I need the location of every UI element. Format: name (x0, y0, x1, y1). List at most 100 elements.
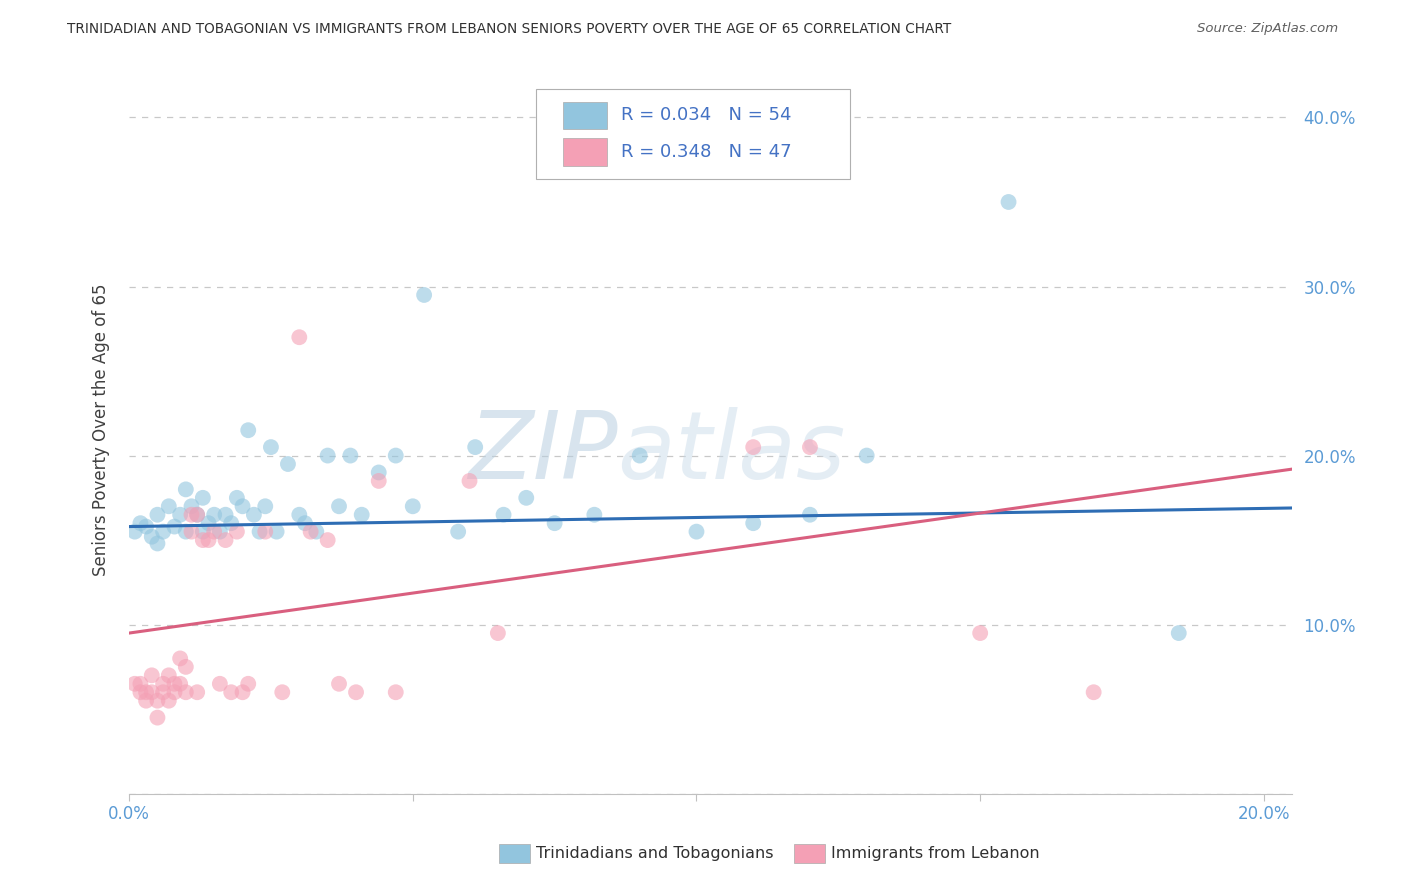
Point (515, 491, 537, 505)
Point (180, 500, 202, 514)
Point (464, 440, 486, 454)
Point (225, 524, 247, 539)
Point (855, 449, 877, 463)
Point (413, 288, 436, 302)
Point (135, 519, 157, 533)
Point (174, 660, 197, 674)
Point (266, 524, 288, 539)
Point (141, 668, 163, 682)
Point (146, 508, 169, 522)
Point (277, 457, 299, 471)
Y-axis label: Seniors Poverty Over the Age of 65: Seniors Poverty Over the Age of 65 (93, 284, 110, 576)
Point (969, 626, 991, 640)
Point (742, 440, 765, 454)
Point (316, 533, 339, 547)
Bar (562, 138, 607, 166)
Point (742, 516, 765, 531)
Point (997, 194, 1019, 209)
Text: atlas: atlas (617, 407, 846, 498)
Point (328, 500, 350, 514)
Text: TRINIDADIAN AND TOBAGONIAN VS IMMIGRANTS FROM LEBANON SENIORS POVERTY OVER THE A: TRINIDADIAN AND TOBAGONIAN VS IMMIGRANTS… (67, 22, 952, 37)
Point (174, 483, 197, 497)
Point (186, 508, 208, 522)
Point (232, 685, 254, 699)
Point (129, 677, 152, 691)
Point (169, 508, 191, 522)
Point (799, 440, 821, 454)
Point (163, 677, 186, 691)
Point (299, 524, 322, 539)
Point (628, 449, 651, 463)
Point (191, 533, 214, 547)
Point (1167, 626, 1189, 640)
Point (367, 466, 389, 480)
Point (685, 524, 707, 539)
Point (583, 508, 606, 522)
Point (458, 474, 481, 488)
Point (243, 508, 266, 522)
Text: Immigrants from Lebanon: Immigrants from Lebanon (831, 847, 1039, 861)
Point (169, 677, 191, 691)
Point (157, 500, 180, 514)
Point (328, 677, 350, 691)
Point (202, 508, 225, 522)
Point (146, 710, 169, 724)
Text: ZIP: ZIP (468, 407, 617, 498)
Point (135, 694, 157, 708)
Point (129, 516, 152, 531)
Point (254, 524, 277, 539)
Point (219, 516, 242, 531)
Point (124, 677, 146, 691)
Point (174, 685, 197, 699)
Point (249, 524, 271, 539)
Point (447, 524, 470, 539)
Point (305, 524, 328, 539)
Point (180, 524, 202, 539)
Point (402, 500, 425, 514)
Point (146, 536, 169, 550)
Point (163, 685, 186, 699)
Point (486, 626, 509, 640)
Point (344, 685, 367, 699)
Point (202, 524, 225, 539)
Point (543, 516, 565, 531)
Point (135, 685, 157, 699)
Point (238, 423, 260, 437)
Point (129, 685, 152, 699)
Text: R = 0.348   N = 47: R = 0.348 N = 47 (621, 143, 792, 161)
Point (225, 491, 247, 505)
Point (191, 524, 214, 539)
Point (124, 524, 146, 539)
Point (157, 694, 180, 708)
Point (141, 685, 163, 699)
Point (492, 508, 515, 522)
Point (180, 508, 202, 522)
Point (799, 508, 821, 522)
Point (191, 491, 214, 505)
Point (271, 685, 294, 699)
Point (186, 685, 208, 699)
Point (384, 449, 406, 463)
Point (197, 533, 219, 547)
Point (169, 651, 191, 665)
FancyBboxPatch shape (536, 88, 851, 179)
Point (214, 508, 236, 522)
Point (208, 677, 231, 691)
Point (316, 449, 339, 463)
Point (141, 530, 163, 544)
Point (232, 500, 254, 514)
Point (238, 677, 260, 691)
Point (384, 685, 406, 699)
Point (254, 500, 277, 514)
Point (146, 694, 169, 708)
Point (367, 474, 389, 488)
Point (152, 524, 174, 539)
Point (163, 519, 186, 533)
Point (157, 668, 180, 682)
Point (152, 685, 174, 699)
Point (152, 677, 174, 691)
Point (294, 516, 316, 531)
Point (350, 508, 373, 522)
Text: R = 0.034   N = 54: R = 0.034 N = 54 (621, 106, 792, 125)
Point (208, 524, 231, 539)
